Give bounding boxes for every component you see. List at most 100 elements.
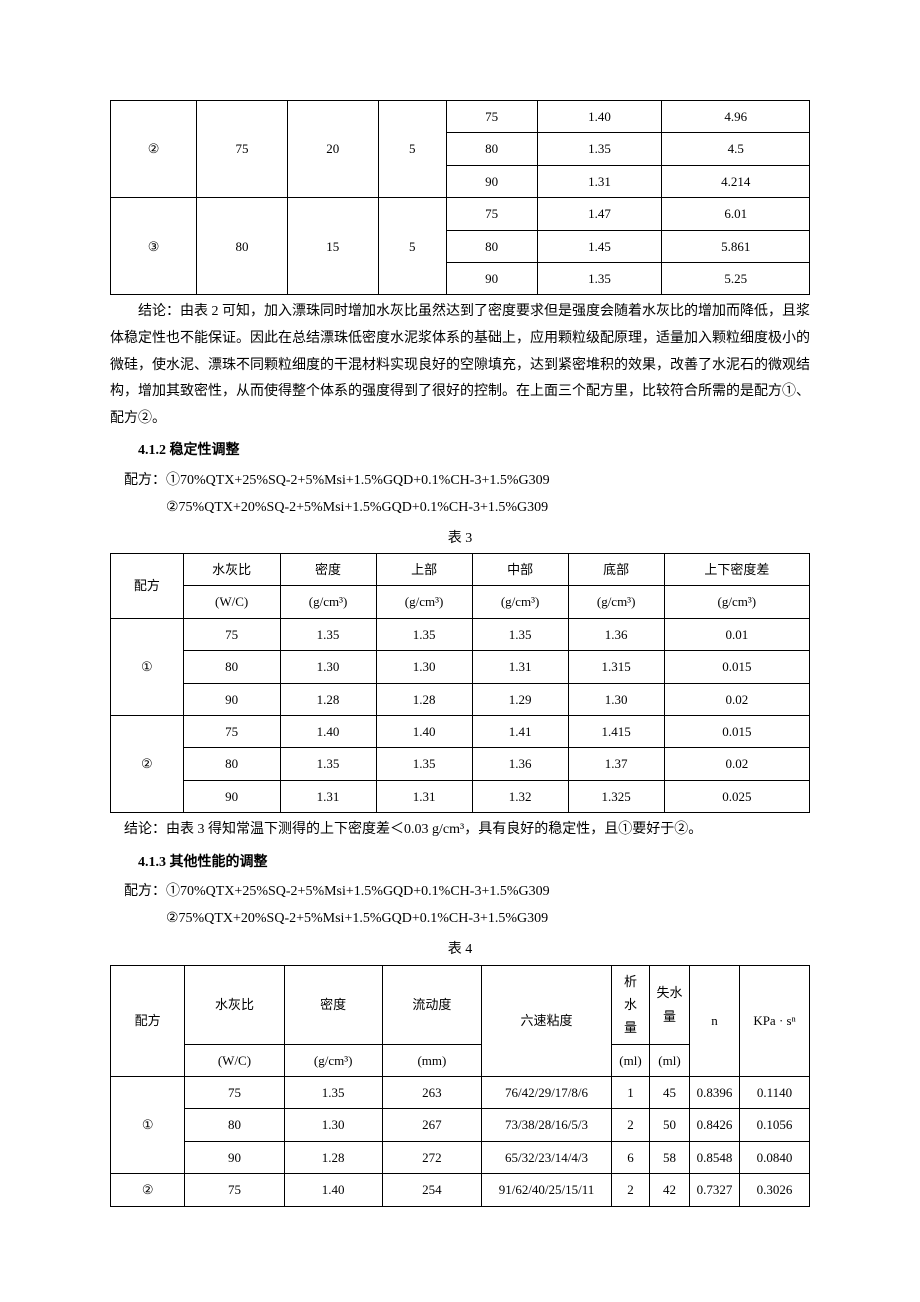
cell: 1.315 (568, 651, 664, 683)
formula-line-3: 配方：①70%QTX+25%SQ-2+5%Msi+1.5%GQD+0.1%CH-… (110, 879, 810, 904)
t4-h-density: 密度 (284, 965, 382, 1044)
t4-u-bleed: (ml) (612, 1044, 650, 1076)
cell: 0.3026 (740, 1174, 810, 1206)
cell: 90 (446, 165, 537, 197)
t4-u-loss: (ml) (650, 1044, 690, 1076)
cell: 1.35 (280, 748, 376, 780)
t4-h-wc: 水灰比 (185, 965, 284, 1044)
table-row: ③80155751.476.01 (111, 198, 810, 230)
cell: 263 (382, 1077, 481, 1109)
t4-h-viscosity: 六速粘度 (482, 965, 612, 1077)
t3-u-bot: (g/cm³) (568, 586, 664, 618)
t4-u-wc: (W/C) (185, 1044, 284, 1076)
cell: 0.02 (664, 748, 809, 780)
cell: 1.28 (280, 683, 376, 715)
cell: 1.40 (376, 716, 472, 748)
formula-line-4: ②75%QTX+20%SQ-2+5%Msi+1.5%GQD+0.1%CH-3+1… (110, 906, 810, 931)
cell: 90 (183, 683, 280, 715)
formula-line-1: 配方：①70%QTX+25%SQ-2+5%Msi+1.5%GQD+0.1%CH-… (110, 468, 810, 493)
cell: 0.8396 (690, 1077, 740, 1109)
cell: 1.41 (472, 716, 568, 748)
cell: 1.30 (280, 651, 376, 683)
t3-u-diff: (g/cm³) (664, 586, 809, 618)
cell: 0.015 (664, 716, 809, 748)
t3-h-bot: 底部 (568, 554, 664, 586)
formula-2-text: ②75%QTX+20%SQ-2+5%Msi+1.5%GQD+0.1%CH-3+1… (166, 500, 548, 515)
cell: 5.861 (662, 230, 810, 262)
table-row: ①751.3526376/42/29/17/8/61450.83960.1140 (111, 1077, 810, 1109)
cell: ② (111, 1174, 185, 1206)
cell: 75 (446, 198, 537, 230)
cell: 1.35 (376, 618, 472, 650)
formula-1-text-2: ①70%QTX+25%SQ-2+5%Msi+1.5%GQD+0.1%CH-3+1… (166, 884, 550, 899)
t3-u-mid: (g/cm³) (472, 586, 568, 618)
table-row: ②751.401.401.411.4150.015 (111, 716, 810, 748)
t4-h-n: n (690, 965, 740, 1077)
cell: 1.30 (284, 1109, 382, 1141)
cell: 0.8426 (690, 1109, 740, 1141)
cell: 1.30 (568, 683, 664, 715)
cell: 0.025 (664, 780, 809, 812)
cell: 1.32 (472, 780, 568, 812)
cell: 75 (185, 1174, 284, 1206)
cell: 75 (183, 716, 280, 748)
cell: 267 (382, 1109, 481, 1141)
cell: 0.1140 (740, 1077, 810, 1109)
cell: 4.5 (662, 133, 810, 165)
cell: 1.47 (537, 198, 662, 230)
cell: 80 (446, 230, 537, 262)
formula-1-text: ①70%QTX+25%SQ-2+5%Msi+1.5%GQD+0.1%CH-3+1… (166, 473, 550, 488)
cell: 0.02 (664, 683, 809, 715)
table-4: 配方 水灰比 密度 流动度 六速粘度 析水量 失水量 n KPa · sⁿ (W… (110, 965, 810, 1207)
cell: 6 (612, 1141, 650, 1173)
table-row: 901.2827265/32/23/14/4/36580.85480.0840 (111, 1141, 810, 1173)
cell: 91/62/40/25/15/11 (482, 1174, 612, 1206)
cell: ① (111, 618, 184, 715)
cell: 1.36 (568, 618, 664, 650)
cell: 5 (378, 101, 446, 198)
cell: 76/42/29/17/8/6 (482, 1077, 612, 1109)
t3-h-diff: 上下密度差 (664, 554, 809, 586)
cell: 1.415 (568, 716, 664, 748)
cell: 1.45 (537, 230, 662, 262)
cell: 80 (185, 1109, 284, 1141)
cell: 1.35 (537, 262, 662, 294)
cell: 73/38/28/16/5/3 (482, 1109, 612, 1141)
table-row: ②751.4025491/62/40/25/15/112420.73270.30… (111, 1174, 810, 1206)
cell: 5.25 (662, 262, 810, 294)
cell: 272 (382, 1141, 481, 1173)
cell: 1.35 (280, 618, 376, 650)
cell: 1.28 (284, 1141, 382, 1173)
cell: 50 (650, 1109, 690, 1141)
t4-u-flow: (mm) (382, 1044, 481, 1076)
formula-2-text-2: ②75%QTX+20%SQ-2+5%Msi+1.5%GQD+0.1%CH-3+1… (166, 911, 548, 926)
cell: ③ (111, 198, 197, 295)
table4-caption: 表 4 (110, 937, 810, 962)
cell: 90 (446, 262, 537, 294)
cell: 1.40 (280, 716, 376, 748)
cell: 1.40 (284, 1174, 382, 1206)
heading-413: 4.1.3 其他性能的调整 (110, 850, 810, 875)
cell: 0.8548 (690, 1141, 740, 1173)
cell: 0.1056 (740, 1109, 810, 1141)
cell: 90 (183, 780, 280, 812)
cell: 1.30 (376, 651, 472, 683)
t3-h-formula: 配方 (111, 554, 184, 619)
cell: 1.35 (537, 133, 662, 165)
table-row: 801.3026773/38/28/16/5/32500.84260.1056 (111, 1109, 810, 1141)
cell: 1.36 (472, 748, 568, 780)
t3-u-density: (g/cm³) (280, 586, 376, 618)
table3-caption: 表 3 (110, 526, 810, 551)
cell: 254 (382, 1174, 481, 1206)
cell: ① (111, 1077, 185, 1174)
t3-h-mid: 中部 (472, 554, 568, 586)
cell: 1.37 (568, 748, 664, 780)
cell: 4.214 (662, 165, 810, 197)
cell: 2 (612, 1109, 650, 1141)
cell: 5 (378, 198, 446, 295)
cell: 1.31 (537, 165, 662, 197)
cell: 58 (650, 1141, 690, 1173)
t4-h-flow: 流动度 (382, 965, 481, 1044)
cell: ② (111, 716, 184, 813)
t3-h-wc: 水灰比 (183, 554, 280, 586)
